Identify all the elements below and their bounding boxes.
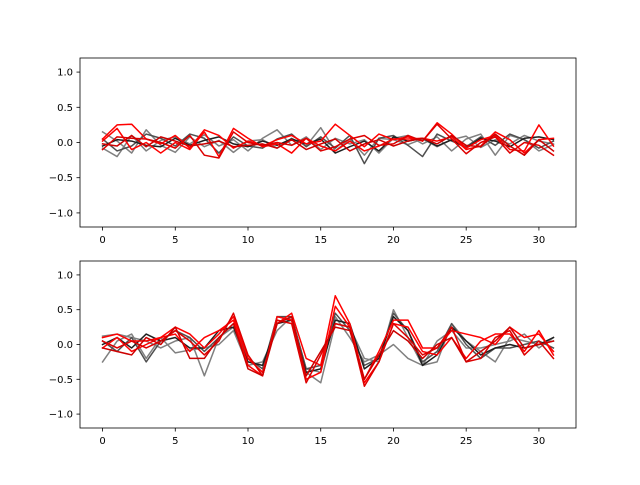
subplot-2: 0 5 10 15 20 25 30 1.0 0.5 0.0 −0.5 −1.0 bbox=[49, 260, 577, 447]
y-tick-label: 1.0 bbox=[57, 270, 73, 281]
x-tick-label: 5 bbox=[172, 235, 178, 246]
series-group bbox=[101, 122, 555, 165]
y-tick-label: 0.0 bbox=[57, 138, 73, 149]
axes-frame bbox=[79, 260, 577, 429]
x-tick-label: 25 bbox=[460, 235, 473, 246]
x-tick-label: 10 bbox=[242, 235, 255, 246]
x-tick-label: 0 bbox=[99, 235, 105, 246]
x-tick-label: 10 bbox=[242, 436, 255, 447]
x-tick-label: 20 bbox=[387, 235, 400, 246]
series-group bbox=[101, 295, 555, 387]
y-tick-label: 0.5 bbox=[57, 305, 73, 316]
y-tick-label: 0.0 bbox=[57, 340, 73, 351]
series-line-1 bbox=[101, 126, 555, 156]
x-tick-label: 5 bbox=[172, 436, 178, 447]
series-line-4 bbox=[101, 136, 555, 154]
series-line-1 bbox=[101, 308, 555, 384]
x-tick-label: 30 bbox=[533, 436, 546, 447]
x-tick-label: 15 bbox=[314, 235, 327, 246]
y-tick-label: −1.0 bbox=[49, 410, 73, 421]
y-tick-label: 1.0 bbox=[57, 68, 73, 79]
series-line-8 bbox=[101, 315, 555, 381]
y-tick-label: −1.0 bbox=[49, 208, 73, 219]
subplot-1: 0 5 10 15 20 25 30 1.0 0.5 0.0 −0.5 −1.0 bbox=[49, 57, 577, 246]
axes-frame bbox=[79, 57, 577, 228]
series-line-5 bbox=[101, 122, 555, 152]
x-tick-label: 0 bbox=[99, 436, 105, 447]
series-line-7 bbox=[101, 123, 555, 159]
x-tick-label: 30 bbox=[533, 235, 546, 246]
y-tick-label: 0.5 bbox=[57, 103, 73, 114]
x-tick-label: 25 bbox=[460, 436, 473, 447]
y-tick-label: −0.5 bbox=[49, 375, 73, 386]
series-line-8 bbox=[101, 133, 555, 156]
x-tick-label: 15 bbox=[314, 436, 327, 447]
series-line-5 bbox=[101, 295, 555, 381]
x-tick-label: 20 bbox=[387, 436, 400, 447]
y-tick-label: −0.5 bbox=[49, 173, 73, 184]
